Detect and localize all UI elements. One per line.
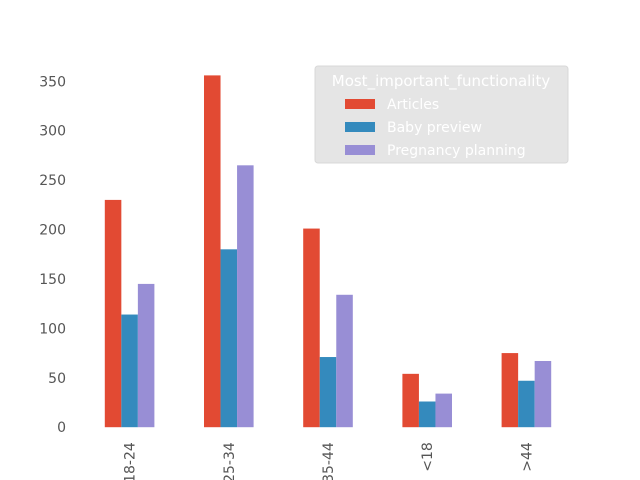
- x-tick-label: 35-44: [321, 442, 337, 480]
- bar-baby-preview-4: [518, 380, 535, 428]
- x-tick-label: 25-34: [222, 442, 238, 480]
- legend-box: [314, 65, 569, 164]
- y-tick-label: 200: [39, 223, 66, 239]
- bar-articles-4: [501, 353, 519, 428]
- bar-pregnancy-planning-3: [435, 393, 452, 428]
- y-tick-label: 0: [57, 420, 66, 436]
- bar-baby-preview-0: [121, 314, 138, 428]
- bar-pregnancy-planning-1: [237, 165, 254, 428]
- bar-pregnancy-planning-2: [336, 294, 353, 428]
- y-tick-label: 250: [39, 173, 66, 189]
- legend-label: Pregnancy planning: [387, 143, 526, 159]
- legend-title: Most_important_functionality: [332, 72, 551, 91]
- y-tick-label: 300: [39, 124, 66, 140]
- legend-label: Articles: [387, 97, 439, 113]
- x-tick-label: 18-24: [123, 442, 139, 480]
- bar-articles-3: [402, 373, 419, 428]
- bar-baby-preview-3: [418, 401, 436, 428]
- legend-swatch: [345, 122, 375, 132]
- bar-pregnancy-planning-4: [534, 360, 552, 428]
- y-tick-label: 50: [48, 371, 66, 387]
- x-tick-label: <18: [420, 442, 436, 472]
- y-tick-label: 100: [39, 321, 66, 337]
- bar-articles-1: [204, 75, 221, 428]
- bar-articles-2: [303, 228, 320, 428]
- bar-baby-preview-2: [319, 357, 337, 428]
- bar-articles-0: [104, 199, 122, 428]
- legend-swatch: [345, 99, 375, 109]
- x-tick-label: >44: [519, 442, 535, 472]
- bar-pregnancy-planning-0: [137, 283, 155, 428]
- y-tick-label: 150: [39, 272, 66, 288]
- legend-label: Baby preview: [387, 120, 482, 136]
- legend-swatch: [345, 145, 375, 155]
- bar-baby-preview-1: [220, 249, 238, 428]
- legend: Most_important_functionality Articles Baby…: [314, 65, 569, 164]
- y-tick-label: 350: [39, 74, 66, 90]
